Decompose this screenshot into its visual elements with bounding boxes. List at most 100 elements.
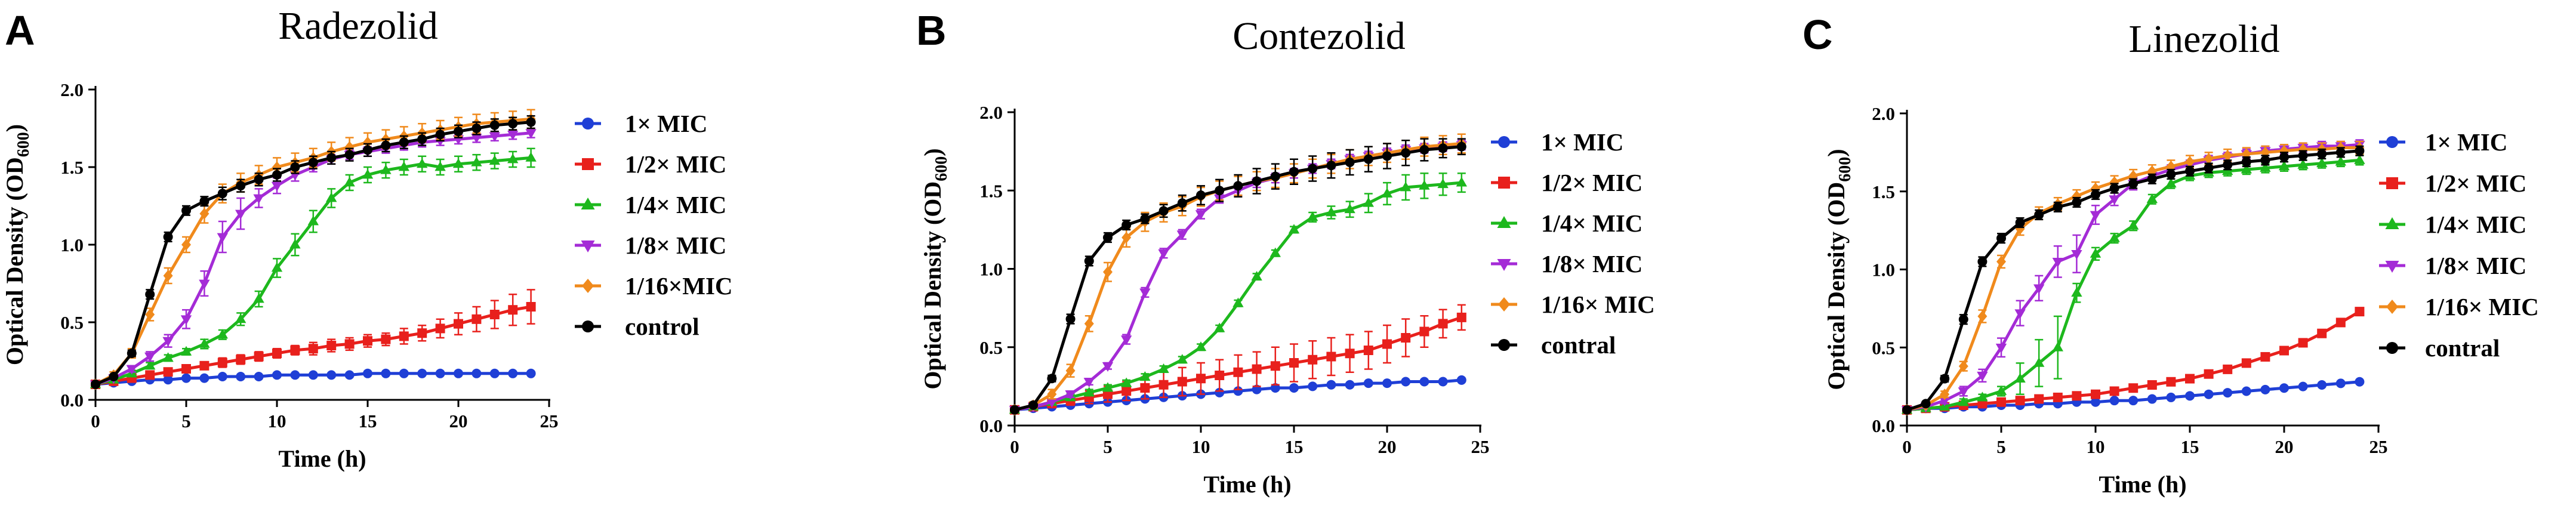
y-axis-label-main: Optical Density (OD bbox=[919, 181, 946, 390]
data-point bbox=[2355, 377, 2365, 387]
data-point bbox=[1139, 371, 1151, 381]
legend-entry: 1× MIC bbox=[575, 110, 707, 137]
data-point bbox=[2241, 157, 2251, 167]
data-point bbox=[398, 161, 409, 171]
data-point bbox=[417, 368, 427, 378]
data-point bbox=[326, 153, 337, 163]
data-point bbox=[1065, 365, 1076, 377]
legend-label: 1/8× MIC bbox=[1541, 250, 1643, 278]
data-point bbox=[271, 262, 283, 272]
data-point bbox=[1121, 377, 1132, 387]
x-tick-label: 10 bbox=[1192, 436, 1210, 457]
series-1 bbox=[91, 289, 536, 389]
data-point bbox=[1438, 143, 1448, 153]
data-point bbox=[217, 357, 227, 368]
chart-title: Radezolid bbox=[278, 4, 438, 48]
y-tick-label: 2.0 bbox=[1872, 103, 1895, 124]
data-point bbox=[1083, 387, 1095, 397]
data-point bbox=[2052, 341, 2063, 352]
data-point bbox=[363, 336, 372, 346]
data-point bbox=[2072, 198, 2082, 208]
data-point bbox=[2279, 383, 2289, 393]
data-point bbox=[2053, 392, 2063, 402]
legend-label: 1/4× MIC bbox=[625, 191, 726, 218]
data-point bbox=[1958, 387, 1969, 397]
data-point bbox=[163, 375, 173, 385]
data-point bbox=[1996, 255, 2006, 268]
series-0 bbox=[91, 368, 536, 389]
series-2 bbox=[1009, 172, 1467, 414]
data-point bbox=[235, 313, 246, 323]
series-1 bbox=[1010, 304, 1466, 415]
legend-label: 1/2× MIC bbox=[625, 150, 726, 178]
data-point bbox=[381, 140, 391, 150]
data-point bbox=[1233, 181, 1243, 191]
y-tick-label: 0.0 bbox=[979, 415, 1003, 436]
data-point bbox=[1382, 378, 1392, 389]
data-point bbox=[1940, 389, 1950, 400]
data-point bbox=[307, 215, 319, 226]
data-point bbox=[2072, 190, 2082, 202]
data-point bbox=[290, 162, 300, 172]
data-point bbox=[2260, 352, 2270, 362]
x-tick-label: 25 bbox=[2369, 436, 2388, 457]
legend-marker bbox=[2385, 217, 2399, 229]
data-point bbox=[1958, 315, 1968, 325]
legend-entry: 1× MIC bbox=[1491, 128, 1623, 156]
data-point bbox=[2166, 392, 2176, 402]
data-point bbox=[1269, 247, 1281, 257]
y-axis-label-subscript: 600 bbox=[932, 156, 951, 181]
data-point bbox=[1083, 378, 1095, 388]
data-point bbox=[2278, 161, 2290, 171]
legend-marker bbox=[582, 158, 594, 170]
data-point bbox=[1345, 349, 1355, 359]
data-point bbox=[1270, 361, 1280, 371]
data-point bbox=[2166, 377, 2176, 387]
data-point bbox=[272, 349, 282, 358]
data-point bbox=[2297, 159, 2309, 169]
data-point bbox=[2052, 258, 2063, 268]
data-point bbox=[272, 161, 282, 173]
data-point bbox=[1400, 181, 1412, 192]
x-tick-label: 20 bbox=[2275, 436, 2294, 457]
data-point bbox=[435, 161, 446, 171]
data-point bbox=[435, 323, 445, 334]
data-point bbox=[2071, 249, 2082, 260]
y-tick-label: 2.0 bbox=[60, 79, 84, 100]
x-tick-label: 15 bbox=[1285, 436, 1304, 457]
data-point bbox=[1419, 377, 1429, 387]
x-tick-label: 5 bbox=[1103, 436, 1113, 457]
x-axis-label: Time (h) bbox=[1203, 471, 1291, 498]
data-point bbox=[2317, 380, 2327, 390]
panel-letter: C bbox=[1802, 11, 1833, 58]
y-tick-label: 1.5 bbox=[979, 180, 1003, 201]
data-point bbox=[2241, 358, 2251, 368]
legend-entry: 1/2× MIC bbox=[2379, 169, 2526, 197]
data-point bbox=[507, 131, 519, 140]
data-point bbox=[236, 354, 246, 365]
data-point bbox=[1438, 377, 1448, 387]
data-point bbox=[344, 370, 355, 380]
data-point bbox=[507, 153, 519, 164]
data-point bbox=[127, 349, 137, 358]
data-point bbox=[162, 352, 174, 362]
y-axis-label: Optical Density (OD600) bbox=[919, 148, 951, 389]
data-point bbox=[344, 141, 355, 153]
y-tick-label: 0.0 bbox=[1872, 415, 1895, 436]
data-point bbox=[199, 338, 210, 348]
data-point bbox=[363, 136, 372, 148]
data-point bbox=[399, 137, 409, 147]
data-point bbox=[254, 352, 264, 362]
data-point bbox=[217, 233, 228, 243]
data-point bbox=[1958, 360, 1968, 372]
data-point bbox=[181, 373, 191, 383]
data-point bbox=[2204, 389, 2214, 399]
data-point bbox=[2185, 391, 2195, 401]
data-point bbox=[2109, 183, 2119, 193]
data-point bbox=[2033, 357, 2045, 367]
data-point bbox=[1308, 164, 1318, 174]
legend-marker bbox=[2385, 261, 2399, 273]
data-point bbox=[1196, 190, 1206, 201]
chart-panel-c: C Linezolid 0 5 10 15 20 25 0.0 0.5 1.0 1.5 2.0 Time … bbox=[1802, 11, 2539, 498]
data-point bbox=[2335, 147, 2346, 158]
